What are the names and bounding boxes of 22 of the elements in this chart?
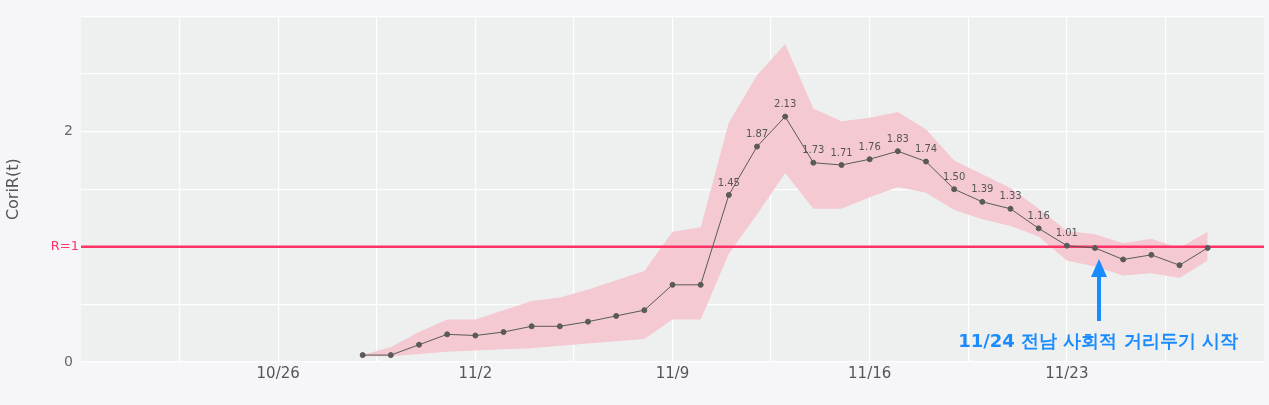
- data-label: 1.16: [1027, 209, 1050, 221]
- data-label: 2.13: [774, 98, 797, 110]
- ref-line-label: R=1: [50, 238, 79, 254]
- data-label: 1.01: [1055, 227, 1078, 239]
- data-label: 1.87: [745, 128, 769, 140]
- data-label: 1.74: [914, 143, 938, 155]
- data-label: 1.83: [886, 132, 909, 144]
- y-axis-title: CoriR(t): [2, 158, 22, 221]
- data-label: 1.73: [802, 144, 825, 156]
- x-tick-label: 11/23: [1045, 363, 1089, 382]
- data-label: 1.33: [999, 190, 1022, 202]
- x-tick-label: 11/16: [848, 363, 892, 382]
- y-tick-label: 0: [64, 352, 73, 369]
- y-tick-label: 2: [64, 122, 73, 139]
- annotation: 11/24 전남 사회적 거리두기 시작: [958, 329, 1238, 351]
- data-label: 1.39: [971, 183, 994, 195]
- x-tick-label: 11/2: [458, 363, 493, 382]
- x-tick-label: 11/9: [655, 363, 690, 382]
- data-label: 1.50: [943, 170, 966, 182]
- x-tick-label: 10/26: [256, 363, 300, 382]
- data-label: 1.76: [858, 140, 881, 152]
- data-label: 1.71: [830, 146, 853, 158]
